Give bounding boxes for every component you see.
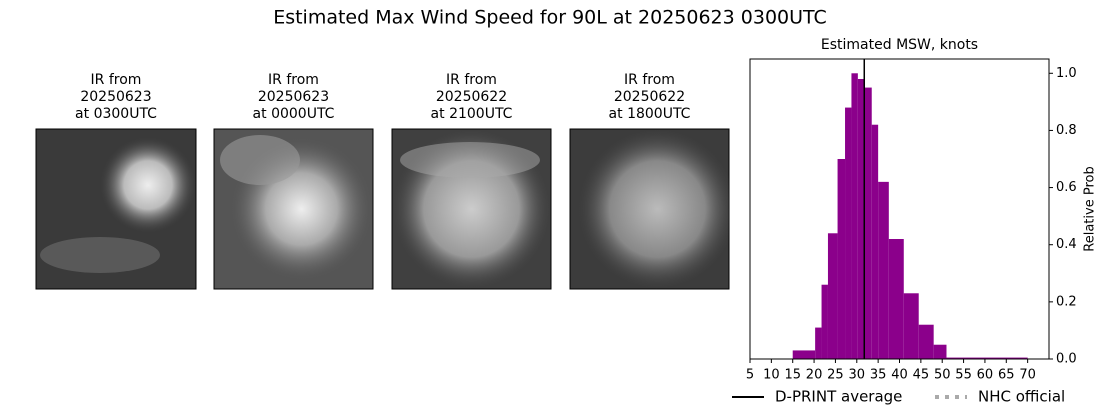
bar (878, 181, 889, 359)
x-tick-label: 50 (934, 368, 951, 383)
x-tick-label: 15 (784, 368, 801, 383)
x-tick-label: 55 (955, 368, 972, 383)
panel-title: 20250622 (614, 89, 685, 105)
bar (815, 327, 822, 359)
legend-label: NHC official (978, 388, 1065, 406)
x-tick-label: 35 (870, 368, 887, 383)
bar (933, 344, 947, 359)
x-tick-label: 45 (913, 368, 930, 383)
legend-label: D-PRINT average (775, 388, 902, 406)
ir-image (35, 128, 197, 290)
panel-title: IR from (268, 72, 319, 88)
y-tick-label: 0.4 (1056, 237, 1077, 252)
x-tick-label: 65 (998, 368, 1015, 383)
panel-title: IR from (91, 72, 142, 88)
y-tick-label: 0.2 (1056, 294, 1077, 309)
bar (871, 124, 879, 359)
x-tick-label: 60 (977, 368, 994, 383)
y-tick-label: 0.0 (1056, 352, 1077, 367)
ir-image (213, 128, 374, 290)
bar (857, 79, 865, 359)
bar (864, 87, 872, 360)
bar (837, 159, 846, 359)
x-tick-label: 25 (827, 368, 844, 383)
panel-title: 20250622 (436, 89, 507, 105)
panel-title: IR from (446, 72, 497, 88)
bar (792, 350, 816, 359)
y-tick-label: 0.8 (1056, 123, 1077, 138)
bar (851, 73, 858, 360)
y-tick-label: 1.0 (1056, 66, 1077, 81)
x-tick-label: 10 (763, 368, 780, 383)
panel-title: 20250623 (258, 89, 329, 105)
panel-title: at 2100UTC (431, 106, 513, 122)
x-tick-label: 20 (806, 368, 823, 383)
ir-image (391, 128, 552, 290)
x-tick-label: 30 (849, 368, 866, 383)
y-axis-label: Relative Prob (1083, 166, 1098, 251)
ir-image (569, 128, 730, 290)
bar (946, 357, 1028, 359)
bar (888, 239, 904, 359)
panel-title: at 0300UTC (75, 106, 157, 122)
x-tick-label: 5 (746, 368, 754, 383)
chart-title: Estimated MSW, knots (821, 37, 978, 53)
bar (903, 293, 919, 359)
bar (918, 324, 934, 359)
y-tick-label: 0.6 (1056, 180, 1077, 195)
bar (821, 284, 828, 359)
panel-title: at 1800UTC (609, 106, 691, 122)
x-tick-label: 40 (891, 368, 908, 383)
panel-title: 20250623 (80, 89, 151, 105)
x-tick-label: 70 (1019, 368, 1036, 383)
bar (827, 233, 838, 359)
page-title: Estimated Max Wind Speed for 90L at 2025… (273, 7, 827, 29)
panel-title: at 0000UTC (253, 106, 335, 122)
panel-title: IR from (624, 72, 675, 88)
bar (845, 107, 852, 359)
